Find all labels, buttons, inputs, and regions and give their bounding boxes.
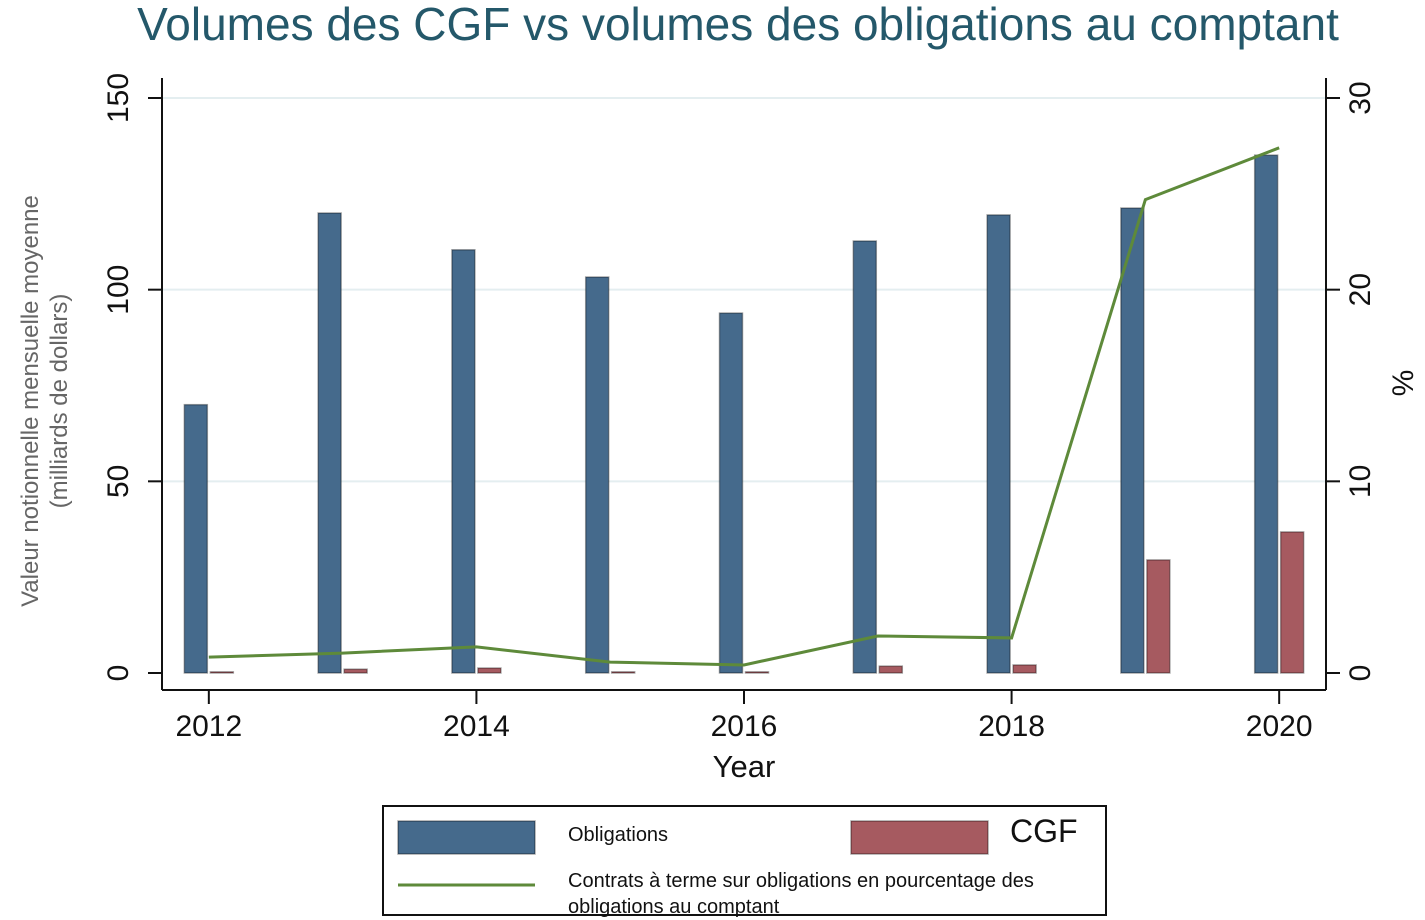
bar (584, 276, 610, 674)
x-tick-label: 2018 (978, 710, 1045, 743)
x-tick-label: 2012 (175, 710, 242, 743)
bar (343, 668, 368, 674)
y-tick-label: 150 (102, 73, 135, 123)
y-tick-label: 0 (102, 665, 135, 682)
y-axis-label: Valeur notionnelle mensuelle moyenne (mi… (17, 195, 73, 607)
y2-tick-label: 20 (1344, 273, 1377, 306)
x-tick-label: 2016 (711, 710, 778, 743)
x-tick-label: 2020 (1246, 710, 1313, 743)
bar (744, 671, 770, 674)
legend-label: Contrats à terme sur obligations en pour… (568, 870, 1034, 918)
x-axis-label: Year (713, 749, 776, 784)
legend-box (382, 805, 1107, 916)
bar (477, 667, 502, 674)
bar (1012, 664, 1037, 674)
bar (209, 671, 235, 674)
legend-label: CGF (1010, 813, 1078, 849)
y-tick-label: 100 (102, 265, 135, 315)
bar (317, 212, 342, 674)
y2-tick-label: 10 (1344, 465, 1377, 498)
y2-tick-label: 30 (1344, 81, 1377, 114)
chart-title: Volumes des CGF vs volumes des obligatio… (137, 0, 1339, 50)
y-tick-label: 50 (102, 465, 135, 498)
bar (718, 312, 744, 674)
legend-swatch (397, 820, 536, 855)
bar (1120, 207, 1145, 674)
bar (183, 403, 209, 674)
legend-label: Obligations (568, 824, 669, 846)
bar (1146, 559, 1171, 674)
y2-axis-label: % (1387, 370, 1420, 397)
bar (610, 671, 636, 674)
bar (1279, 531, 1305, 674)
line (208, 146, 1280, 667)
bar (451, 249, 476, 674)
x-tick-label: 2014 (443, 710, 510, 743)
y2-tick-label: 0 (1344, 665, 1377, 682)
bar (852, 240, 878, 674)
bar (986, 214, 1011, 674)
bar (878, 665, 904, 674)
bar (1253, 154, 1279, 674)
legend-swatch (850, 820, 989, 855)
